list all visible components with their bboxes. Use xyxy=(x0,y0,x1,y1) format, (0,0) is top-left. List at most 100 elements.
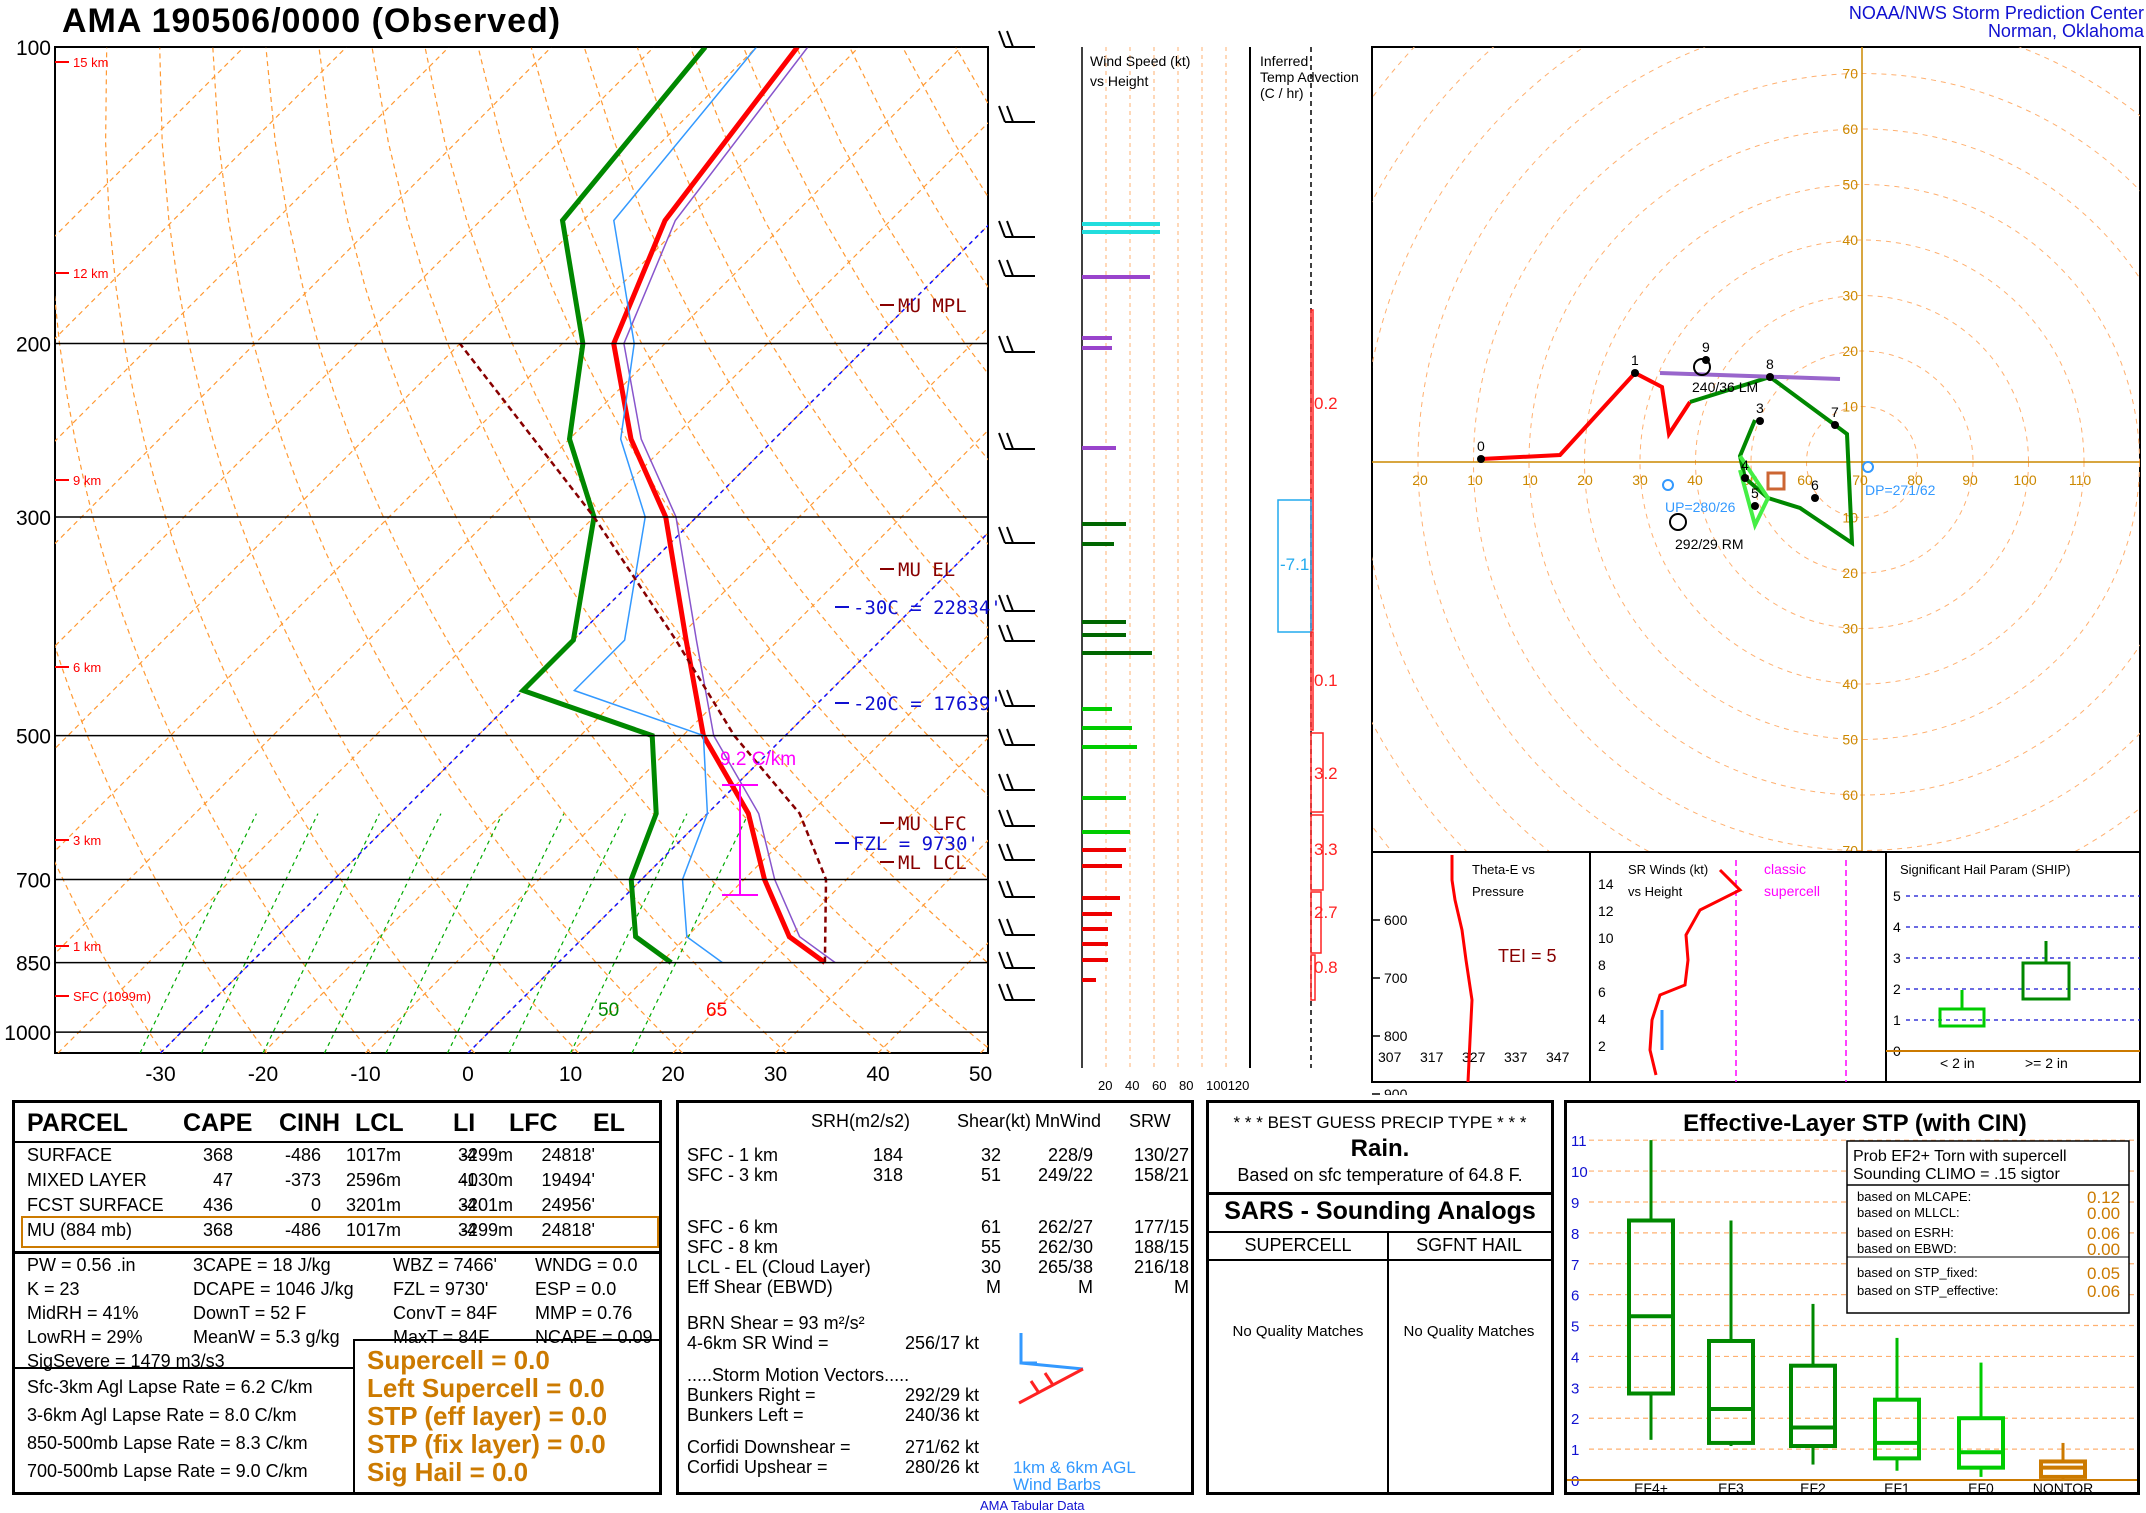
barb-6km-flag xyxy=(1031,1381,1039,1393)
dry-adiabat-line xyxy=(0,47,267,1053)
index-value: K = 23 xyxy=(27,1279,80,1300)
wind-barb-flag xyxy=(1007,595,1013,611)
height-label: 6 km xyxy=(73,660,101,675)
wind-speed-bar xyxy=(1082,927,1108,931)
theta-e-ytick-label: 900 xyxy=(1384,1086,1408,1095)
wind-barb-flag xyxy=(1007,690,1013,706)
kinematics-value: 32 xyxy=(901,1145,1001,1166)
wind-barb-flag xyxy=(1007,881,1013,897)
hodograph-point xyxy=(1756,417,1764,425)
stp-prob-label: based on MLCAPE: xyxy=(1857,1189,1971,1204)
wind-speed-bar xyxy=(1082,978,1096,982)
kinematics-row-label: SFC - 6 km xyxy=(687,1217,778,1238)
wind-barb-flag xyxy=(1007,433,1013,449)
advection-value: 0.2 xyxy=(1314,394,1338,413)
index-value: MidRH = 41% xyxy=(27,1303,139,1324)
sr-wind-value: 256/17 kt xyxy=(879,1333,979,1354)
hodograph-dp-marker xyxy=(1863,462,1873,472)
advection-value: 0.8 xyxy=(1314,958,1338,977)
sars-supercell-header: SUPERCELL xyxy=(1209,1235,1387,1256)
index-value: DownT = 52 F xyxy=(193,1303,306,1324)
ship-box-small xyxy=(1940,1009,1984,1026)
parcel-header: LI xyxy=(453,1109,475,1138)
wind-barb-flag xyxy=(999,106,1005,122)
stp-ytick-label: 7 xyxy=(1571,1257,1579,1274)
theta-e-xtick-label: 347 xyxy=(1546,1049,1570,1065)
pressure-tick-label: 300 xyxy=(16,507,51,530)
sr-winds-title: vs Height xyxy=(1628,884,1683,899)
hodograph-ring-label: 50 xyxy=(1842,732,1858,748)
ship-ytick-label: 2 xyxy=(1893,981,1901,997)
wind-barbs-label: 1km & 6km AGL Wind Barbs xyxy=(1013,1459,1173,1493)
pressure-tick-label: 850 xyxy=(16,953,51,976)
temp-tick-label: 30 xyxy=(764,1063,787,1086)
wind-barb-flag xyxy=(999,774,1005,790)
ship-category-label: < 2 in xyxy=(1940,1055,1975,1071)
wind-barb-flag xyxy=(999,527,1005,543)
stp-title: Effective-Layer STP (with CIN) xyxy=(1683,1110,2027,1137)
stp-prob-value: 0.05 xyxy=(2087,1264,2120,1283)
index-value: PW = 0.56 .in xyxy=(27,1255,136,1276)
stp-ytick-label: 4 xyxy=(1571,1349,1579,1366)
wind-barb-flag xyxy=(999,221,1005,237)
kinematics-value: 262/27 xyxy=(993,1217,1093,1238)
stp-ytick-label: 10 xyxy=(1571,1164,1588,1181)
wind-speed-bar xyxy=(1082,346,1112,350)
wind-speed-bar xyxy=(1082,848,1126,852)
hodograph-ring xyxy=(1085,0,2146,1095)
corfidi-down-label: Corfidi Downshear = xyxy=(687,1437,851,1458)
theta-e-ytick-label: 800 xyxy=(1384,1028,1408,1044)
stp-chart: Effective-Layer STP (with CIN)1110987654… xyxy=(1567,1103,2137,1492)
kinematics-value: 249/22 xyxy=(993,1165,1093,1186)
hodograph-axis-label: 20 xyxy=(1577,472,1593,488)
composite-value: Sig Hail = 0.0 xyxy=(367,1457,528,1488)
isotherm-line xyxy=(571,47,1577,1053)
hodograph-annotation: UP=280/26 xyxy=(1665,499,1736,515)
stp-ytick-label: 11 xyxy=(1571,1133,1587,1150)
corfidi-up-value: 280/26 kt xyxy=(879,1457,979,1478)
lapse-rate-value: 700-500mb Lapse Rate = 9.0 C/km xyxy=(27,1461,308,1482)
stp-ytick-label: 1 xyxy=(1571,1442,1579,1459)
wind-barb-flag xyxy=(1007,729,1013,745)
wind-barb-flag xyxy=(1007,625,1013,641)
skewt-inner xyxy=(0,47,2146,1053)
wind-speed-title: Wind Speed (kt) xyxy=(1090,53,1190,69)
advection-title: (C / hr) xyxy=(1260,85,1304,101)
wind-barb-flag xyxy=(999,952,1005,968)
isotherm-line xyxy=(0,47,449,1053)
dry-adiabat-line xyxy=(1115,47,2146,1053)
hodograph-axis-label: 90 xyxy=(1962,472,1978,488)
sr-winds-ytick-label: 4 xyxy=(1598,1011,1606,1027)
wind-barb-flag xyxy=(1007,106,1013,122)
wind-barb-flag xyxy=(1007,844,1013,860)
level-label: -20C = 17639' xyxy=(853,693,1002,715)
ship-category-label: >= 2 in xyxy=(2025,1055,2068,1071)
stp-category-label: EF2 xyxy=(1800,1480,1826,1492)
lapse-rate-value: 850-500mb Lapse Rate = 8.3 C/km xyxy=(27,1433,308,1454)
hodograph-up-marker xyxy=(1663,480,1673,490)
stp-prob-label: based on STP_fixed: xyxy=(1857,1265,1978,1280)
sars-hail-header: SGFNT HAIL xyxy=(1387,1235,1551,1256)
advection-value: 2.7 xyxy=(1314,903,1338,922)
stp-ytick-label: 0 xyxy=(1571,1473,1579,1490)
hodograph-frame xyxy=(1372,47,2140,852)
pressure-tick-label: 200 xyxy=(16,334,51,357)
hodograph-point-label: 1 xyxy=(1631,352,1639,368)
dry-adiabat-line xyxy=(531,47,1306,1053)
bunkers-left-value: 240/36 kt xyxy=(879,1405,979,1426)
dry-adiabat-line xyxy=(0,47,163,1053)
hodograph-ring-label: 70 xyxy=(1842,843,1858,859)
wind-barb-flag xyxy=(999,625,1005,641)
hodograph-ring-label: 30 xyxy=(1842,288,1858,304)
hodograph-rm-marker xyxy=(1670,514,1686,530)
dewpoint-profile xyxy=(523,47,705,963)
stp-prob-label: based on MLLCL: xyxy=(1857,1205,1960,1220)
kinematics-value: M xyxy=(1089,1277,1189,1298)
hodograph-ring-label: 30 xyxy=(1842,621,1858,637)
sr-winds-ytick-label: 2 xyxy=(1598,1038,1606,1054)
hodograph-point xyxy=(1477,455,1485,463)
